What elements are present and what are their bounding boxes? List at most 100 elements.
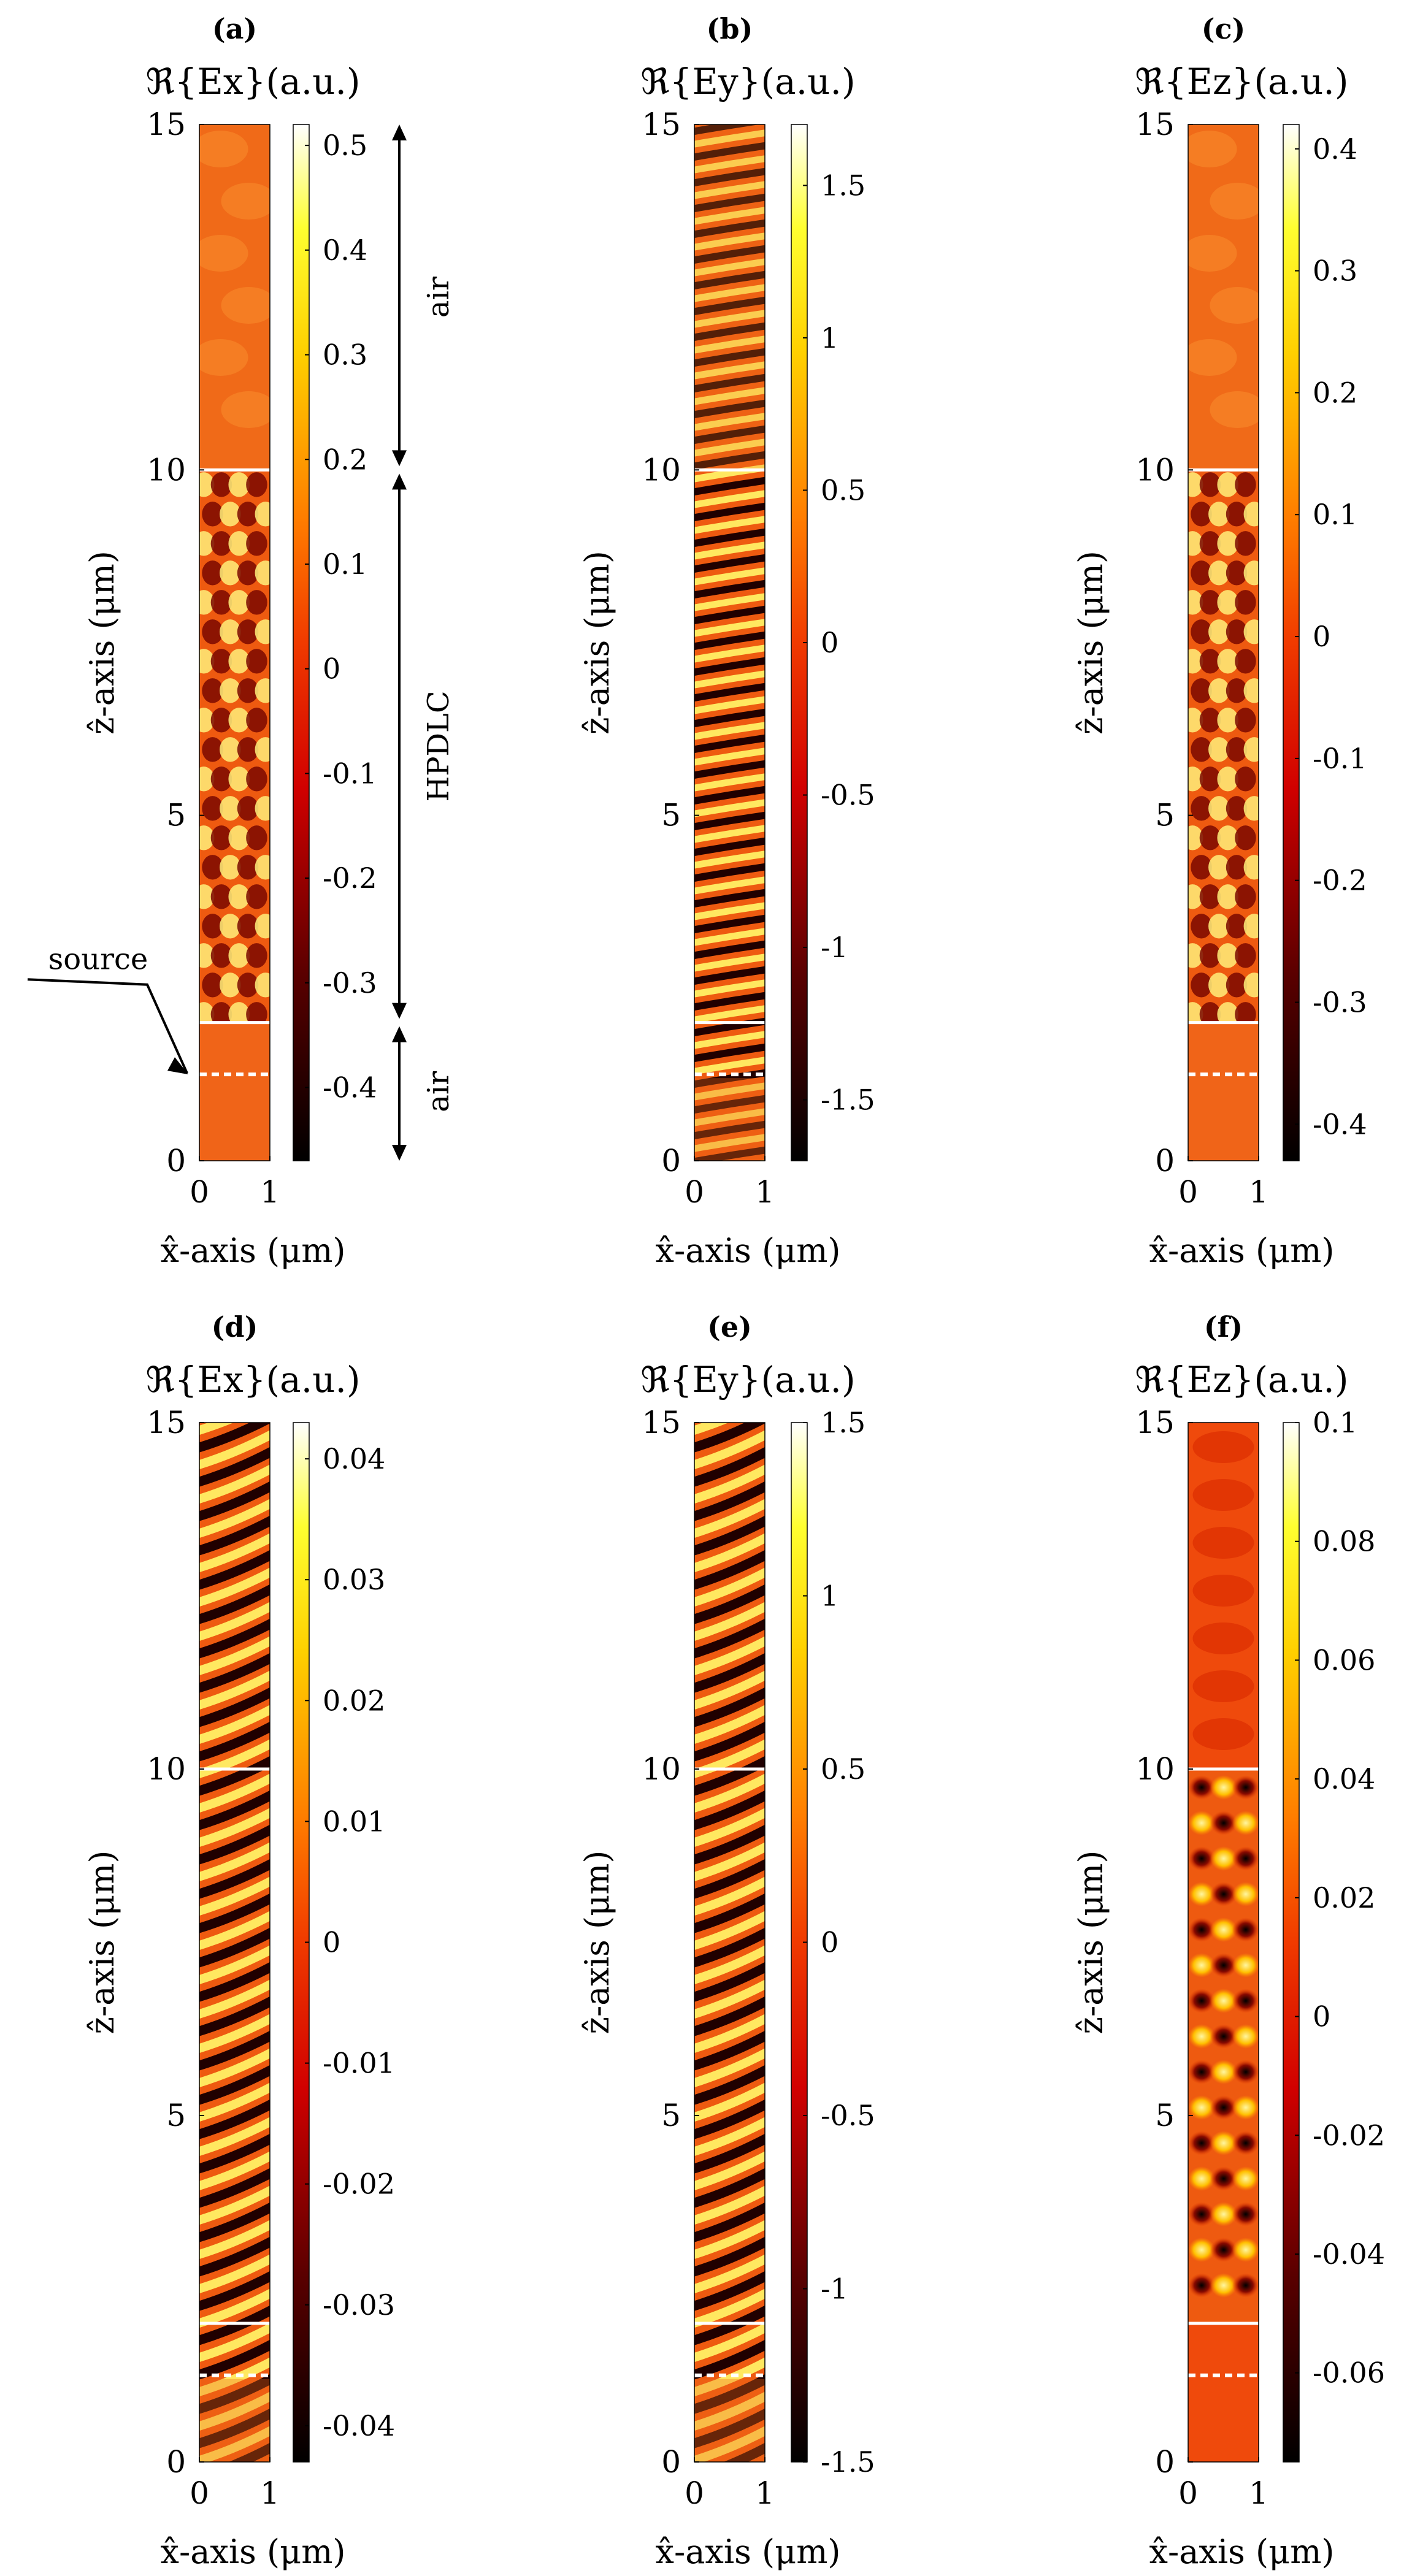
colorbar: 0.04 0.03 0.02 0.01 0 -0.01 -0.02 -0.03 -0.04	[293, 1422, 395, 2463]
wave-trough	[228, 2442, 270, 2462]
wave-trough	[694, 1618, 765, 1659]
wave-crest	[694, 593, 765, 611]
wave-trough	[199, 1721, 270, 1762]
x-axis-label: x̂-axis (μm)	[1149, 1231, 1335, 1270]
colorbar-tick-label: -0.04	[1313, 2238, 1385, 2271]
wave-trough	[694, 889, 765, 908]
wave-crest	[694, 1808, 765, 1848]
colorbar-tick-label: 0	[323, 652, 340, 686]
colorbar-tick-label: 0	[1313, 620, 1330, 653]
x-tick-label: 0	[685, 1174, 704, 1210]
colorbar-gradient	[1283, 1422, 1300, 2463]
field-blob	[1188, 1953, 1215, 1978]
air-ripple	[1210, 391, 1259, 428]
panel-title: ℜ{Ex}(a.u.)	[145, 1359, 360, 1401]
field-cell	[246, 649, 267, 674]
wave-trough	[694, 760, 765, 779]
wave-crest	[199, 1979, 270, 2019]
heatmap-field	[694, 1423, 765, 2462]
colorbar: 1.5 1 0.5 0 -0.5 -1 -1.5	[791, 124, 875, 1161]
air-region-bottom	[1188, 2323, 1259, 2462]
field-blob	[1188, 2024, 1215, 2049]
wave-crest	[694, 928, 765, 946]
field-cell	[246, 943, 267, 968]
y-tick-label: 5	[1155, 2098, 1175, 2133]
field-cell	[255, 796, 270, 821]
field-cell	[1226, 619, 1248, 644]
wave-crest	[694, 2288, 765, 2328]
wave-crest	[199, 1808, 270, 1848]
field-cell	[1191, 502, 1212, 527]
field-blob	[1210, 1917, 1237, 1942]
y-axis-label: ẑ-axis (μm)	[1072, 551, 1110, 735]
wave-trough	[694, 1653, 765, 1693]
wave-trough	[694, 528, 765, 548]
colorbar-tick-label: -0.5	[821, 779, 875, 812]
field-cell	[1217, 766, 1238, 792]
wave-trough	[694, 631, 765, 651]
field-cell	[202, 737, 223, 762]
y-tick-label: 10	[1135, 452, 1175, 487]
colorbar-tick-label: 0.5	[323, 129, 367, 162]
field-cell	[199, 472, 215, 497]
field-cell	[237, 737, 259, 762]
colorbar-tick-label: 0.4	[323, 234, 367, 267]
wave-trough	[694, 811, 765, 831]
wave-trough	[694, 2065, 765, 2105]
field-cell	[1191, 855, 1212, 880]
wave-trough	[694, 605, 765, 625]
panel-c: (c) ℜ{Ez}(a.u.) 0 5 10 15 0 1 x̂-axis (μm) ẑ-axis…	[1072, 12, 1367, 1270]
field-cell	[228, 590, 250, 615]
field-cell	[255, 619, 270, 644]
field-cell	[1217, 472, 1238, 497]
field-cell	[202, 855, 223, 880]
field-cell	[1188, 472, 1203, 497]
wave-trough	[694, 1721, 765, 1762]
wave-crest	[199, 1911, 270, 1951]
colorbar-gradient	[1283, 124, 1300, 1161]
y-tick-label: 0	[661, 1143, 681, 1179]
wave-trough	[199, 2339, 270, 2380]
air-ripple	[221, 183, 270, 220]
field-cell	[1217, 590, 1238, 615]
wave-crest	[694, 954, 765, 972]
air-region-bottom	[1188, 1022, 1259, 1161]
wave-trough	[199, 2099, 270, 2139]
air-region-top	[694, 124, 765, 470]
plot-frame	[199, 1422, 271, 2463]
field-cell	[1217, 825, 1238, 850]
field-cell	[255, 678, 270, 703]
field-cell	[1191, 796, 1212, 821]
field-cell	[1226, 796, 1248, 821]
wave-trough	[694, 940, 765, 960]
field-cell	[220, 560, 241, 586]
wave-trough	[694, 2339, 765, 2380]
field-cell	[199, 708, 215, 733]
source-region	[694, 1078, 765, 1161]
field-cell	[228, 884, 250, 909]
field-cell	[1199, 531, 1221, 556]
field-cell	[237, 973, 259, 998]
y-tick-label: 5	[166, 798, 186, 833]
field-cell	[1188, 590, 1203, 615]
x-axis-label: x̂-axis (μm)	[656, 2532, 841, 2571]
region-label: air	[421, 1071, 456, 1112]
panel-a: (a) ℜ{Ex}(a.u.) 0 5 10 15 0 1 x̂-axis (μm) ẑ-axis…	[27, 12, 456, 1270]
colorbar-tick-label: -0.06	[1313, 2356, 1385, 2390]
field-blob	[1232, 1846, 1259, 1871]
field-cell	[1217, 531, 1238, 556]
air-ripple	[1210, 287, 1259, 324]
wave-trough	[199, 2374, 270, 2414]
field-cell	[1208, 914, 1230, 939]
panel-title: ℜ{Ez}(a.u.)	[1135, 61, 1349, 102]
field-cell	[1188, 766, 1203, 792]
field-cell	[1208, 678, 1230, 703]
field-blob	[1188, 1775, 1215, 1800]
panel-f: (f) ℜ{Ez}(a.u.) 0 5 10 15 0 1 x̂-axis (μm) ẑ-axis…	[1072, 1310, 1385, 2571]
plot-frame	[694, 1422, 765, 2463]
wave-crest	[694, 2357, 765, 2397]
wave-trough	[694, 476, 765, 496]
wave-crest	[694, 1842, 765, 1882]
panel-label: (a)	[212, 12, 257, 45]
field-cell	[246, 884, 267, 909]
